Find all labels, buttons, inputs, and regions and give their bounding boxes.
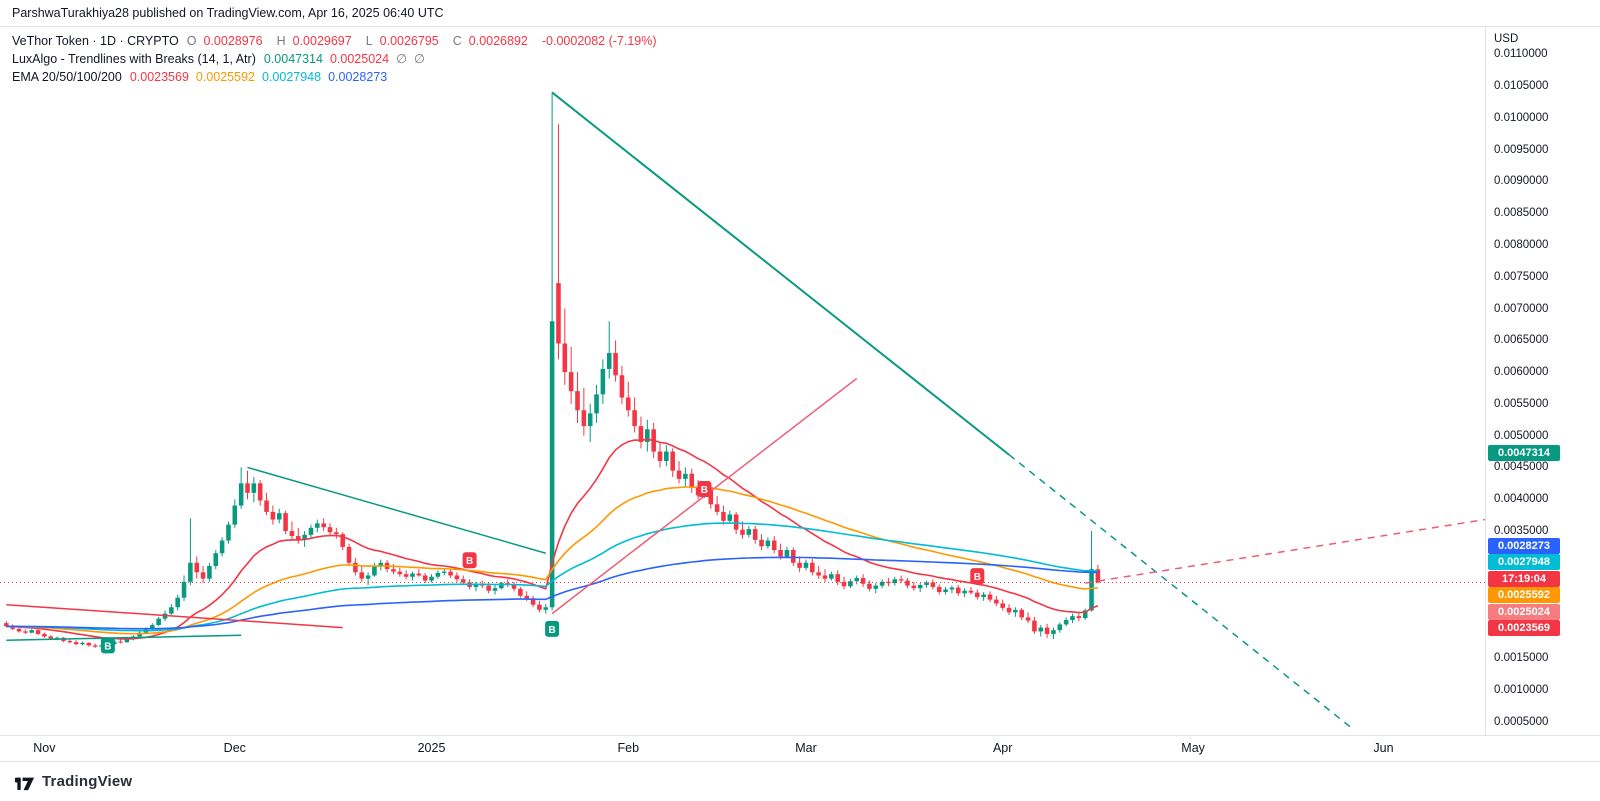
price-tick: 0.0105000 [1494, 80, 1549, 93]
price-tick: 0.0095000 [1494, 143, 1549, 156]
ema-200-line [6, 556, 1098, 630]
trendline [1008, 454, 1353, 729]
indicator-title-ema[interactable]: EMA 20/50/100/200 [12, 70, 122, 84]
time-tick: Nov [33, 741, 56, 755]
price-axis[interactable]: USD 0.0110000 0.0105000 0.0100000 0.0095000… [1485, 27, 1600, 735]
price-tick: 0.0055000 [1494, 397, 1549, 410]
trendline [551, 91, 1010, 456]
trendline [6, 603, 343, 629]
time-axis[interactable]: Nov Dec 2025 Feb Mar Apr May Jun [0, 735, 1600, 761]
ema-layer [6, 438, 1099, 640]
legend-row-symbol: VeThor Token · 1D · CRYPTO O 0.0028976 H 0.… [12, 33, 657, 50]
time-tick: Mar [795, 741, 817, 755]
chart-canvas[interactable]: B B B B B VeThor Token · 1D · CRYPTO O 0.0028… [0, 27, 1485, 735]
price-tick: 0.0065000 [1494, 334, 1549, 347]
ohlc-pair: H 0.0029697 [276, 34, 352, 48]
price-tick: 0.0045000 [1494, 461, 1549, 474]
price-tick: 0.0015000 [1494, 652, 1549, 665]
time-tick: Jun [1373, 741, 1394, 755]
time-tick: Dec [223, 741, 246, 755]
luxalgo-values: 0.0047314 0.0025024 ∅ ∅ [264, 51, 432, 68]
ohlc-pair: O 0.0028976 [186, 34, 263, 48]
break-label [545, 620, 560, 637]
trendline [247, 466, 546, 554]
legend-row-ema: EMA 20/50/100/200 0.0023569 0.0025592 0.00… [12, 69, 657, 86]
indicator-value: 0.0025592 [195, 70, 255, 84]
price-badge: 0.0028273 [1488, 537, 1560, 554]
svg-text:B: B [548, 625, 555, 636]
indicator-value: ∅ [413, 52, 425, 66]
ema-values: 0.0023569 0.0025592 0.0027948 0.0028273 [130, 69, 394, 86]
price-badge: 0.0023569 [1488, 620, 1560, 637]
indicator-value: 0.0047314 [263, 52, 323, 66]
chart-legend: VeThor Token · 1D · CRYPTO O 0.0028976 H 0.… [12, 33, 657, 87]
tradingview-logo-icon [14, 777, 35, 790]
svg-text:B: B [104, 641, 111, 652]
price-tick: 0.0100000 [1494, 111, 1549, 124]
time-tick: Feb [617, 741, 640, 755]
price-tick: 0.0050000 [1494, 429, 1549, 442]
indicator-value: 0.0028273 [328, 70, 388, 84]
candles-layer [4, 92, 1101, 649]
svg-text:B: B [701, 485, 708, 496]
svg-text:B: B [974, 572, 981, 583]
indicator-value: 0.0023569 [129, 70, 189, 84]
svg-text:B: B [466, 556, 473, 567]
trendline-layer [6, 91, 1485, 729]
price-badge: 0.0027948 [1488, 554, 1560, 571]
price-tick: 0.0035000 [1494, 525, 1549, 537]
price-badge: 0.0047314 [1488, 444, 1560, 461]
change-value: -0.0002082 (-7.19%) [541, 34, 657, 48]
time-tick: 2025 [417, 741, 446, 755]
tradingview-wordmark: TradingView [42, 772, 133, 790]
price-badge: 17:19:04 [1488, 570, 1560, 587]
publish-info: ParshwaTurakhiya28 published on TradingV… [12, 6, 444, 20]
price-tick: 0.0040000 [1494, 493, 1549, 506]
symbol-title[interactable]: VeThor Token · 1D · CRYPTO [12, 34, 179, 48]
ohlc-pair: L 0.0026795 [365, 34, 439, 48]
indicator-value: 0.0025024 [329, 52, 390, 66]
break-label [970, 568, 985, 585]
price-tick: 0.0005000 [1494, 715, 1549, 728]
price-chart-svg[interactable]: B B B B B [0, 27, 1485, 735]
ema-20-line [6, 438, 1099, 640]
indicator-value: ∅ [396, 52, 407, 66]
price-tick: 0.0070000 [1494, 302, 1549, 315]
ema-50-line [6, 486, 1098, 635]
price-tick: 0.0075000 [1494, 270, 1549, 283]
break-markers-layer: B B B B B [100, 481, 985, 654]
footer: TradingView [0, 761, 1600, 800]
ohlc-values: O 0.0028976 H 0.0029697 L 0.0026795 C 0.0026892 [187, 33, 542, 50]
price-tick: 0.0080000 [1494, 239, 1549, 251]
publish-header: ParshwaTurakhiya28 published on TradingV… [0, 0, 1600, 27]
indicator-value: 0.0027948 [262, 70, 322, 84]
price-tick: 0.0090000 [1494, 175, 1549, 188]
ohlc-pair: C 0.0026892 [452, 34, 528, 48]
indicator-title-luxalgo[interactable]: LuxAlgo - Trendlines with Breaks (14, 1,… [12, 52, 256, 66]
break-label [100, 637, 115, 654]
chart-main: B B B B B VeThor Token · 1D · CRYPTO O 0.0028… [0, 27, 1600, 735]
trendline [6, 634, 242, 642]
price-tick: 0.0060000 [1494, 366, 1549, 379]
price-badge: 0.0025024 [1488, 603, 1560, 620]
trendline [1085, 518, 1485, 584]
price-tick: 0.0010000 [1494, 683, 1549, 696]
break-label [462, 552, 477, 569]
price-tick: 0.0110000 [1494, 48, 1548, 61]
legend-row-luxalgo: LuxAlgo - Trendlines with Breaks (14, 1,… [12, 51, 657, 68]
price-tick: 0.0085000 [1494, 207, 1549, 220]
price-badge: 0.0025592 [1488, 587, 1560, 604]
time-tick: Apr [992, 741, 1013, 755]
tradingview-logo[interactable]: TradingView [14, 771, 132, 792]
time-tick: May [1181, 741, 1205, 755]
break-label [697, 481, 712, 498]
currency-label: USD [1494, 33, 1519, 45]
